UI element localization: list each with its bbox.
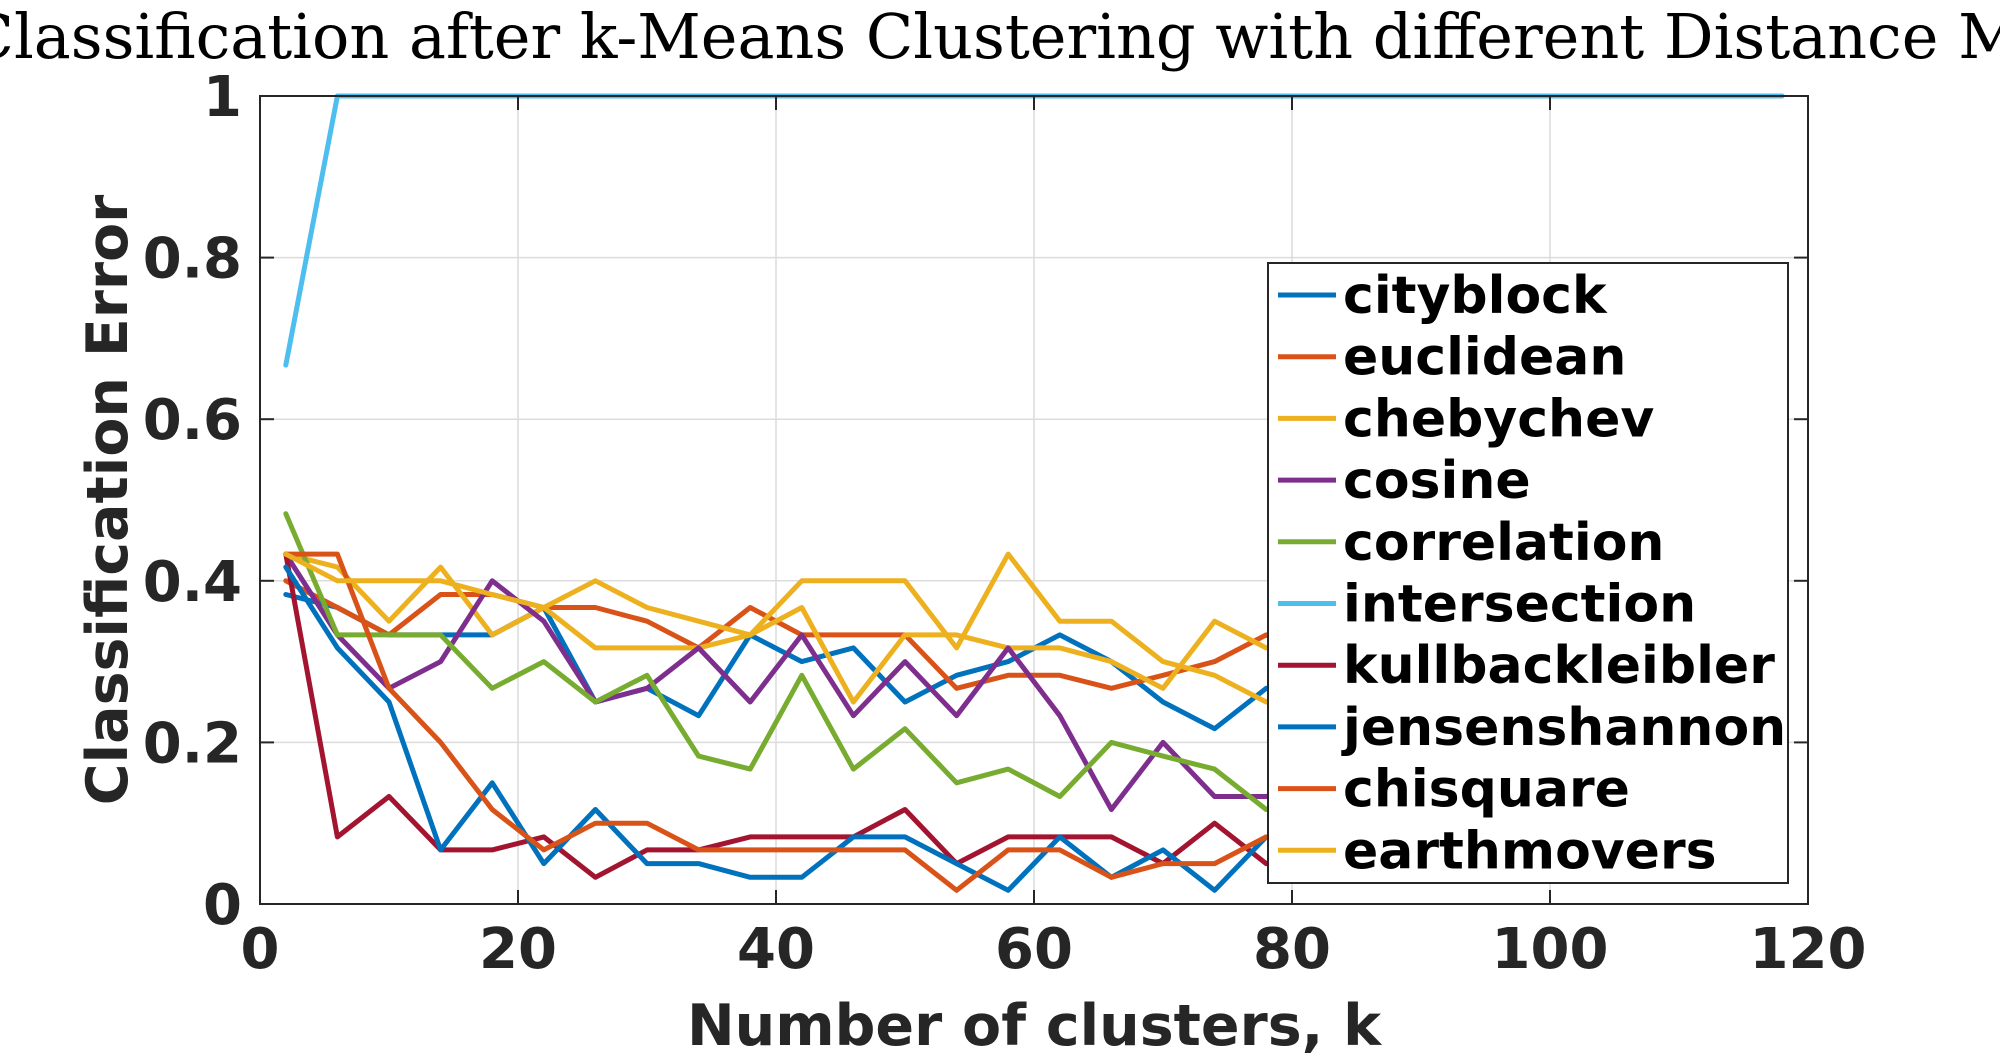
y-tick-label: 1: [203, 65, 242, 130]
legend-box: [1267, 262, 1789, 884]
x-tick-label: 80: [1253, 917, 1331, 982]
x-tick-label: 20: [479, 917, 557, 982]
legend-item-chebychev: chebychev: [1278, 389, 1654, 449]
x-tick-label: 100: [1492, 917, 1609, 982]
x-tick-label: 40: [737, 917, 815, 982]
axes: [259, 95, 1809, 905]
chart-title: kNN Classification after k-Means Cluster…: [0, 0, 2000, 73]
legend-item-euclidean: euclidean: [1278, 328, 1626, 388]
legend-label: chebychev: [1343, 389, 1654, 449]
x-tick-label: 0: [241, 917, 280, 982]
legend-items: cityblockeuclideanchebychevcosinecorrela…: [1278, 266, 1786, 881]
x-tick-label: 120: [1750, 917, 1867, 982]
legend-item-cityblock: cityblock: [1278, 266, 1608, 326]
legend: cityblockeuclideanchebychevcosinecorrela…: [1267, 262, 1789, 884]
legend-item-jensenshannon: jensenshannon: [1278, 698, 1786, 758]
legend-item-earthmovers: earthmovers: [1278, 821, 1717, 881]
y-tick-label: 0.2: [143, 711, 242, 776]
legend-item-intersection: intersection: [1278, 575, 1696, 635]
y-tick-label: 0: [203, 873, 242, 938]
legend-label: intersection: [1343, 575, 1696, 635]
legend-item-kullbackleibler: kullbackleibler: [1278, 636, 1775, 696]
legend-label: earthmovers: [1343, 821, 1717, 881]
legend-item-chisquare: chisquare: [1278, 760, 1630, 820]
legend-label: jensenshannon: [1341, 698, 1786, 758]
y-tick-label: 0.6: [143, 388, 242, 453]
legend-label: correlation: [1343, 513, 1664, 573]
x-tick-labels: 0 20 40 60 80 100 120: [241, 917, 1867, 982]
legend-label: euclidean: [1343, 328, 1626, 388]
legend-label: cityblock: [1343, 266, 1608, 326]
legend-label: cosine: [1343, 451, 1531, 511]
y-tick-labels: 0 0.2 0.4 0.6 0.8 1: [143, 65, 242, 938]
legend-label: kullbackleibler: [1343, 636, 1775, 696]
x-axis-label: Number of clusters, k: [687, 993, 1382, 1059]
x-tick-label: 60: [995, 917, 1073, 982]
legend-label: chisquare: [1343, 760, 1630, 820]
y-tick-label: 0.4: [143, 550, 242, 615]
y-tick-label: 0.8: [143, 227, 242, 292]
legend-item-cosine: cosine: [1278, 451, 1531, 511]
y-axis-label: Classification Error: [75, 195, 141, 806]
legend-item-correlation: correlation: [1278, 513, 1664, 573]
